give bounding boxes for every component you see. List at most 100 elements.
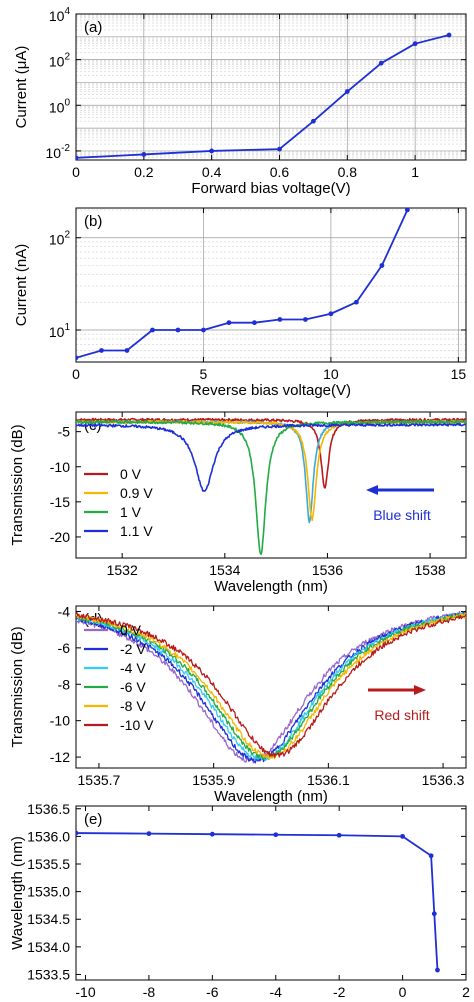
y-tick-label: -20 xyxy=(50,529,70,545)
x-tick-label: 1535.9 xyxy=(192,772,235,788)
data-layer xyxy=(76,208,410,361)
y-tick-label: 10-2 xyxy=(46,143,71,161)
x-tick-label: -8 xyxy=(143,984,156,1000)
y-axis-label: Current (nA) xyxy=(13,244,30,327)
y-tick-label: 100 xyxy=(49,97,71,115)
x-tick-label: -4 xyxy=(270,984,283,1000)
data-point xyxy=(226,320,232,326)
panel-label: (e) xyxy=(84,811,102,828)
data-point xyxy=(209,148,215,154)
y-tick-label: -8 xyxy=(58,676,71,692)
shift-annotation: Red shift xyxy=(374,707,429,723)
x-axis-label: Wavelength (nm) xyxy=(214,788,328,805)
x-axis-label: Reverse bias voltage(V) xyxy=(191,382,351,399)
x-tick-label: 1534 xyxy=(209,562,240,578)
spectrum-curve xyxy=(76,611,466,758)
y-axis-label: Transmission (dB) xyxy=(9,424,26,545)
data-point xyxy=(344,89,350,94)
data-point xyxy=(277,146,282,152)
spectrum-curve xyxy=(76,610,466,764)
chart-panel-2: 0 5 10 15 101 102 Reverse bias voltage(V) Curre… xyxy=(13,207,467,399)
panel-label: (a) xyxy=(84,19,102,36)
data-point xyxy=(76,355,79,361)
x-tick-label: 0.6 xyxy=(270,164,290,180)
y-tick-label: -4 xyxy=(58,603,71,619)
x-tick-label: 0 xyxy=(72,366,80,382)
y-tick-label: 101 xyxy=(49,322,71,340)
data-point xyxy=(252,320,257,326)
y-tick-label: -6 xyxy=(58,640,71,656)
y-tick-label: 1534.5 xyxy=(27,911,70,927)
chart-panel-4: 1535.7 1535.9 1536.1 1536.3 -4 -6 -8 -10 -12 Wave… xyxy=(9,603,467,805)
data-point xyxy=(146,831,152,837)
y-tick-label: 1534.0 xyxy=(27,939,70,955)
data-point xyxy=(209,831,215,837)
data-point xyxy=(428,853,434,859)
plot-frame xyxy=(75,411,467,559)
data-point xyxy=(76,155,79,160)
data-point xyxy=(76,830,79,836)
data-point xyxy=(201,327,206,333)
data-point xyxy=(336,832,342,838)
data-point xyxy=(303,317,308,322)
legend-label: -10 V xyxy=(120,717,154,733)
legend-label: 0.9 V xyxy=(120,485,153,501)
x-tick-label: 0 xyxy=(399,984,407,1000)
legend-label: -2 V xyxy=(120,641,146,657)
x-tick-label: 0 xyxy=(72,164,80,180)
data-point xyxy=(446,32,452,38)
legend-label: 1 V xyxy=(120,504,142,520)
data-point xyxy=(277,317,283,322)
spectrum-curve xyxy=(76,417,466,489)
x-tick-label: 1535.7 xyxy=(78,772,121,788)
y-tick-label: 102 xyxy=(49,230,71,248)
legend-label: -8 V xyxy=(120,698,146,714)
spectrum-curve xyxy=(76,419,466,555)
y-tick-label: 102 xyxy=(49,52,71,70)
data-point xyxy=(400,833,405,839)
x-tick-label: 0.2 xyxy=(134,164,154,180)
x-axis-label: Wavelength (nm) xyxy=(214,578,328,595)
data-point xyxy=(328,311,334,317)
data-point xyxy=(175,327,181,333)
data-point xyxy=(435,967,440,973)
legend-label: -6 V xyxy=(120,679,146,695)
y-tick-label: -10 xyxy=(50,713,70,729)
x-tick-label: 10 xyxy=(323,366,339,382)
series-line xyxy=(76,832,439,971)
chart-panel-5: -10 -8 -6 -4 -2 0 2 1536.5 1536.0 1535.5 1535.0 153… xyxy=(9,801,470,1002)
y-axis-label: Current (μA) xyxy=(13,46,30,129)
x-tick-label: 1536 xyxy=(312,562,343,578)
x-tick-label: -2 xyxy=(333,984,346,1000)
y-tick-label: 1536.0 xyxy=(27,828,70,844)
x-tick-label: -10 xyxy=(75,984,95,1000)
data-layer xyxy=(76,610,466,764)
y-tick-label: -12 xyxy=(50,749,70,765)
plot-frame xyxy=(75,805,467,981)
x-tick-label: 2 xyxy=(462,984,470,1000)
x-tick-label: 5 xyxy=(200,366,208,382)
x-tick-label: 0.8 xyxy=(338,164,358,180)
x-tick-label: 1538 xyxy=(415,562,446,578)
shift-annotation: Blue shift xyxy=(373,507,431,523)
y-axis-label: Wavelength (nm) xyxy=(9,836,26,950)
data-point xyxy=(273,832,279,838)
data-point xyxy=(378,60,384,66)
x-tick-label: 1536.3 xyxy=(422,772,465,788)
x-tick-label: 1 xyxy=(411,164,419,180)
legend-label: -4 V xyxy=(120,660,146,676)
x-axis-label: Forward bias voltage(V) xyxy=(191,180,350,197)
data-layer xyxy=(76,830,440,973)
y-tick-label: -15 xyxy=(50,494,70,510)
y-tick-label: 1535.0 xyxy=(27,884,70,900)
data-layer xyxy=(76,417,466,555)
data-point xyxy=(150,327,155,333)
data-point xyxy=(141,152,147,157)
y-axis-label: Transmission (dB) xyxy=(9,626,26,747)
y-tick-label: -5 xyxy=(58,424,71,440)
data-layer xyxy=(76,32,452,160)
data-point xyxy=(379,263,385,268)
y-tick-label: 1535.5 xyxy=(27,856,70,872)
plot-frame xyxy=(75,207,467,363)
